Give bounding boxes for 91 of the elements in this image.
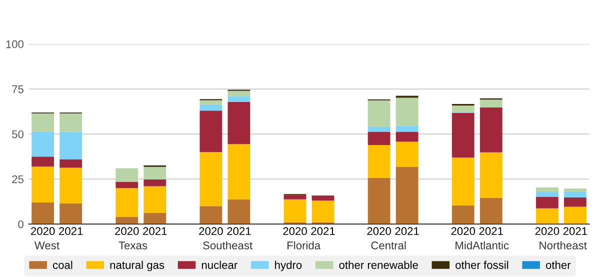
bar: [396, 126, 418, 132]
legend-label: hydro: [275, 260, 302, 272]
legend-label: natural gas: [110, 260, 164, 272]
bar: [60, 168, 82, 204]
bar: [200, 152, 222, 206]
y-tick-label: 0: [18, 220, 24, 228]
bar: [480, 100, 502, 108]
x-tick-label: 2020: [367, 227, 391, 236]
bar: [564, 188, 586, 192]
x-tick-label: 2020: [451, 227, 476, 236]
x-tick-label: 2020: [535, 227, 560, 236]
bar: [480, 107, 502, 152]
bar: [564, 197, 586, 207]
bar: [312, 200, 334, 222]
bar: [228, 96, 250, 102]
bar: [144, 179, 166, 186]
bar: [368, 100, 390, 128]
bar: [144, 212, 166, 224]
x-tick-label: 2020: [115, 227, 139, 236]
x-tick-label: 2020: [199, 227, 223, 236]
bar: [396, 98, 418, 126]
legend-label: other fossil: [456, 260, 508, 269]
text: MidAtlantic: [456, 241, 509, 250]
bar: [32, 113, 54, 132]
text: West: [34, 242, 60, 250]
bar: [396, 167, 418, 224]
legend-label: other renewable: [339, 260, 418, 269]
bar: [60, 132, 82, 160]
x-tick-label: 2021: [563, 227, 588, 236]
bar: [564, 192, 586, 198]
bar: [452, 105, 474, 112]
bar: [396, 132, 418, 142]
bar: [200, 206, 222, 224]
y-tick-label: 75: [12, 85, 24, 94]
bar: [228, 199, 250, 224]
bar: [452, 205, 474, 224]
x-tick-label: 2021: [395, 227, 419, 236]
legend-label: other: [546, 260, 571, 269]
bar: [60, 113, 82, 132]
bar: [452, 113, 474, 158]
text: Central: [371, 241, 406, 250]
bar: [312, 195, 334, 201]
text: Northeast: [540, 241, 587, 250]
y-tick-label: 25: [12, 175, 24, 184]
bar: [228, 102, 250, 144]
bar: [116, 168, 138, 182]
y-tick-label: 50: [12, 130, 24, 138]
bar: [144, 166, 166, 180]
legend-label: nuclear: [202, 260, 238, 269]
x-tick-label: 2021: [479, 227, 503, 236]
x-tick-label: 2020: [283, 227, 307, 236]
bar: [284, 194, 306, 200]
x-tick-label: 2021: [311, 227, 335, 236]
legend-label: coal: [52, 260, 72, 269]
bar: [368, 178, 390, 224]
bar: [368, 127, 390, 132]
bar: [200, 110, 222, 152]
bar: [144, 186, 166, 213]
bar: [480, 198, 502, 224]
x-tick-label: 2021: [227, 227, 251, 236]
bar: [32, 156, 54, 166]
bar: [116, 188, 138, 217]
text: Texas: [118, 242, 148, 250]
bar: [60, 203, 82, 224]
bar: [480, 152, 502, 198]
bar: [228, 144, 250, 200]
bar: [536, 187, 558, 192]
bar: [32, 202, 54, 224]
bar: [452, 157, 474, 206]
bar: [60, 159, 82, 168]
bar: [200, 100, 222, 104]
text: Florida: [287, 241, 321, 250]
bar: [536, 196, 558, 208]
bar: [32, 131, 54, 157]
bar: [284, 199, 306, 222]
bar: [116, 182, 138, 188]
text: Southeast: [203, 241, 252, 250]
y-tick-label: 100: [6, 40, 24, 48]
bar: [116, 216, 138, 224]
bar: [564, 206, 586, 224]
x-tick-label: 2021: [59, 227, 83, 236]
x-tick-label: 2021: [143, 227, 167, 236]
x-tick-label: 2020: [31, 227, 55, 236]
bar: [536, 192, 558, 197]
bar: [396, 142, 418, 168]
bar: [200, 104, 222, 111]
bar: [368, 145, 390, 178]
bar: [32, 166, 54, 202]
bar: [368, 132, 390, 146]
bar: [228, 90, 250, 96]
bar: [536, 208, 558, 224]
